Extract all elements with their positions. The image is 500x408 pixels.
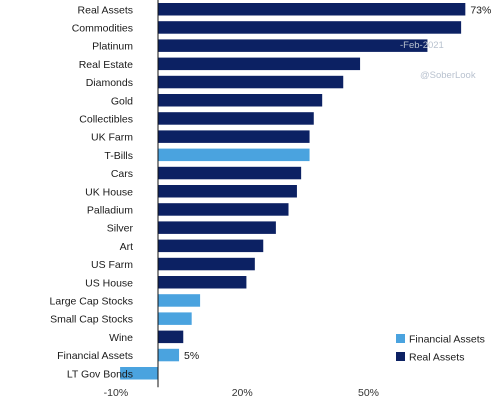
category-label-platinum: Platinum xyxy=(92,41,133,53)
x-tick-label: -10% xyxy=(104,387,129,399)
category-label-diamonds: Diamonds xyxy=(86,77,133,89)
bar-diamonds xyxy=(158,75,344,89)
bar-real-estate xyxy=(158,57,361,71)
category-label-us-house: US House xyxy=(85,277,133,289)
bar-uk-house xyxy=(158,185,297,198)
legend-swatch-financial-assets xyxy=(396,334,405,343)
bar-lt-gov-bonds xyxy=(120,367,158,380)
category-label-cars: Cars xyxy=(111,168,133,180)
category-label-financial-assets: Financial Assets xyxy=(57,350,133,362)
category-label-t-bills: T-Bills xyxy=(104,150,133,162)
legend: Financial Assets Real Assets xyxy=(396,334,485,364)
category-label-uk-farm: UK Farm xyxy=(91,132,133,144)
category-label-commodities: Commodities xyxy=(72,22,133,34)
data-label-financial-assets: 5% xyxy=(184,350,199,362)
bar-uk-farm xyxy=(158,130,310,143)
bar-collectibles xyxy=(158,112,314,125)
category-label-large-cap-stocks: Large Cap Stocks xyxy=(50,295,133,307)
bar-platinum xyxy=(158,39,428,52)
bar-art xyxy=(158,239,264,253)
bar-t-bills xyxy=(158,148,310,162)
category-label-palladium: Palladium xyxy=(87,204,133,216)
x-axis-ticks: -10% 20% 50% xyxy=(104,387,379,399)
bar-large-cap-stocks xyxy=(158,294,201,307)
legend-swatch-real-assets xyxy=(396,352,405,361)
bar-silver xyxy=(158,221,276,234)
category-label-small-cap-stocks: Small Cap Stocks xyxy=(50,314,133,326)
category-label-real-estate: Real Estate xyxy=(79,59,133,71)
bars-layer xyxy=(120,3,466,380)
bar-gold xyxy=(158,94,323,107)
category-label-silver: Silver xyxy=(107,223,134,235)
watermark: -Feb-2021 @SoberLook xyxy=(400,40,476,81)
data-labels: 73% 5% xyxy=(184,4,491,362)
category-label-us-farm: US Farm xyxy=(91,259,133,271)
bar-commodities xyxy=(158,21,462,34)
category-label-lt-gov-bonds: LT Gov Bonds xyxy=(67,368,133,380)
legend-label-real-assets: Real Assets xyxy=(409,352,464,364)
legend-label-financial-assets: Financial Assets xyxy=(409,334,485,346)
category-label-wine: Wine xyxy=(109,332,133,344)
watermark-text: @SoberLook xyxy=(420,70,476,81)
bar-wine xyxy=(158,330,184,344)
data-label-real-assets: 73% xyxy=(470,4,491,16)
category-label-art: Art xyxy=(120,241,134,253)
bar-cars xyxy=(158,166,302,180)
category-labels: Real Assets Commodities Platinum Real Estat… xyxy=(50,4,134,380)
bar-us-house xyxy=(158,276,247,289)
x-tick-label: 50% xyxy=(358,387,379,399)
bar-financial-assets xyxy=(158,348,180,362)
category-label-collectibles: Collectibles xyxy=(79,113,133,125)
watermark-text: -Feb-2021 xyxy=(400,40,444,51)
bar-small-cap-stocks xyxy=(158,312,192,325)
x-tick-label: 20% xyxy=(232,387,253,399)
bar-palladium xyxy=(158,203,289,216)
bar-real-assets xyxy=(158,3,466,16)
category-label-real-assets: Real Assets xyxy=(78,4,133,16)
category-label-gold: Gold xyxy=(111,95,133,107)
category-label-uk-house: UK House xyxy=(85,186,133,198)
bar-us-farm xyxy=(158,257,255,271)
